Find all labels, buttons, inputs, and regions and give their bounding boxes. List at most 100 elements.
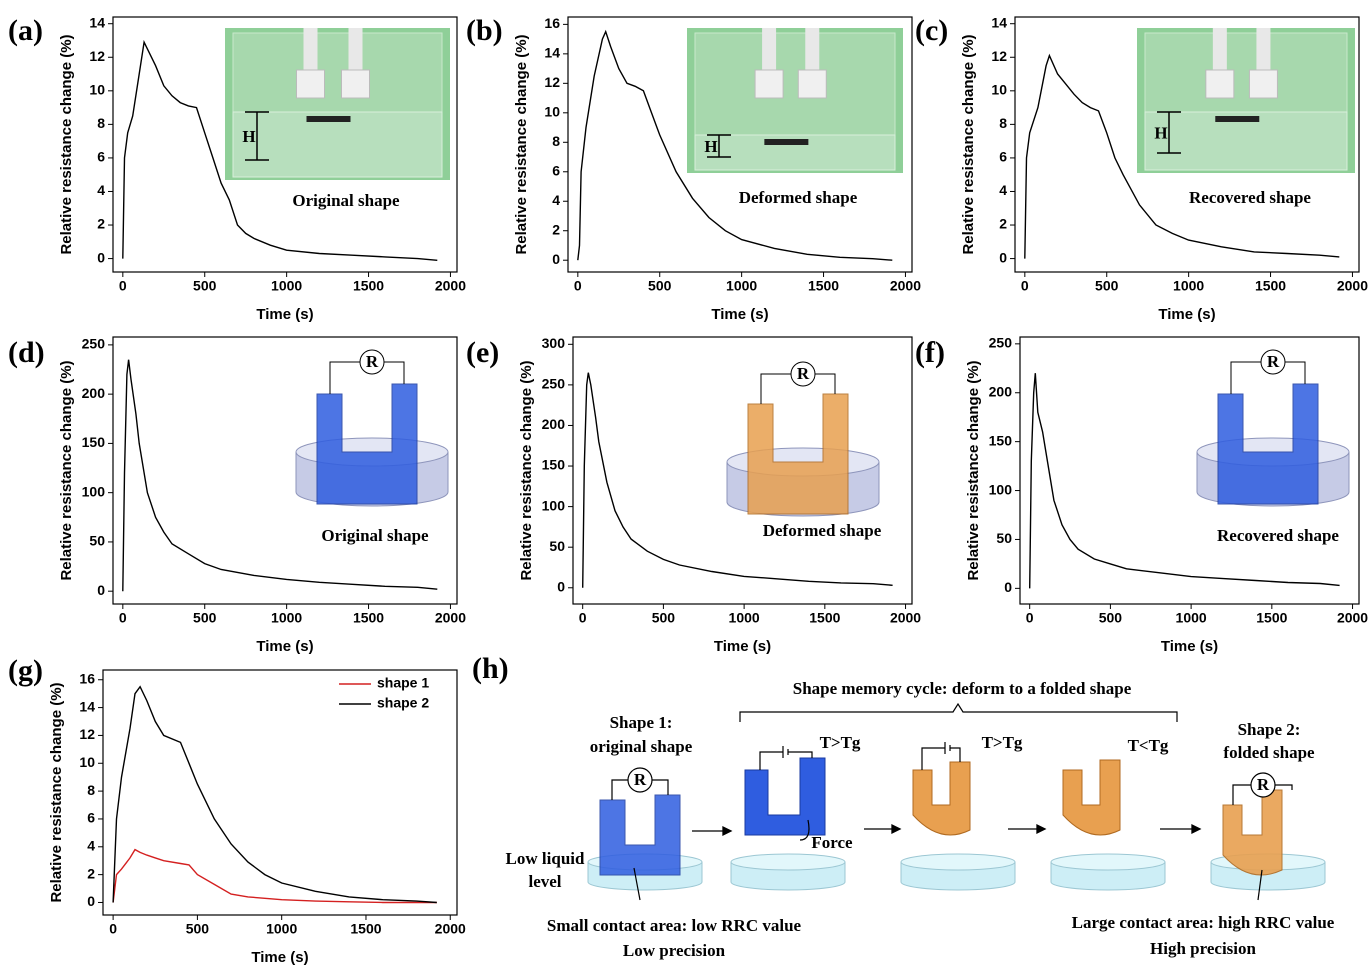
y-tick-label: 6 bbox=[87, 810, 95, 826]
note: Low precision bbox=[623, 941, 726, 960]
x-axis-label: Time (s) bbox=[714, 638, 771, 655]
x-tick-label: 500 bbox=[1099, 610, 1123, 626]
x-tick-label: 1000 bbox=[726, 278, 757, 294]
shape2-label: folded shape bbox=[1223, 743, 1315, 762]
chart-panel: 050010001500200002468101214Time (s)Relat… bbox=[915, 14, 1368, 323]
note: Small contact area: low RRC value bbox=[547, 916, 802, 935]
x-tick-label: 500 bbox=[652, 610, 676, 626]
panel-label: (g) bbox=[8, 654, 43, 687]
y-tick-label: 10 bbox=[544, 104, 560, 120]
shape1-label: original shape bbox=[590, 737, 693, 756]
x-tick-label: 500 bbox=[193, 278, 217, 294]
condition: T>Tg bbox=[820, 733, 861, 752]
y-tick-label: 4 bbox=[552, 192, 560, 208]
y-tick-label: 8 bbox=[97, 115, 105, 131]
x-tick-label: 0 bbox=[1026, 610, 1034, 626]
y-tick-label: 100 bbox=[82, 483, 106, 499]
liquid-label: Low liquid bbox=[506, 849, 585, 868]
y-axis-label: Relative resistance change (%) bbox=[965, 360, 982, 580]
x-tick-label: 2000 bbox=[435, 921, 466, 937]
clamp bbox=[297, 70, 325, 98]
x-axis-label: Time (s) bbox=[1161, 638, 1218, 655]
resistor-label: R bbox=[366, 352, 379, 371]
y-tick-label: 250 bbox=[989, 335, 1013, 351]
y-tick-label: 150 bbox=[542, 457, 566, 473]
clamp bbox=[798, 70, 826, 98]
figure: (h) Shape memory cycle: deform to a fold… bbox=[0, 0, 1372, 967]
note: Large contact area: high RRC value bbox=[1072, 913, 1335, 932]
x-tick-label: 2000 bbox=[435, 278, 466, 294]
x-tick-label: 0 bbox=[119, 610, 127, 626]
y-tick-label: 50 bbox=[996, 530, 1012, 546]
x-tick-label: 0 bbox=[579, 610, 587, 626]
height-label: H bbox=[242, 127, 255, 146]
sensor bbox=[307, 116, 351, 122]
x-tick-label: 2000 bbox=[1337, 278, 1368, 294]
y-tick-label: 12 bbox=[544, 74, 560, 90]
y-tick-label: 100 bbox=[989, 481, 1013, 497]
y-tick-label: 12 bbox=[991, 48, 1007, 64]
legend-label: shape 2 bbox=[377, 695, 429, 711]
y-tick-label: 0 bbox=[97, 582, 105, 598]
legend-label: shape 1 bbox=[377, 675, 429, 691]
resistor-label: R bbox=[1267, 352, 1280, 371]
height-label: H bbox=[704, 137, 717, 156]
clamp bbox=[1206, 70, 1234, 98]
x-tick-label: 1500 bbox=[1255, 278, 1286, 294]
y-tick-label: 300 bbox=[542, 335, 566, 351]
sensor bbox=[764, 139, 808, 145]
y-tick-label: 2 bbox=[999, 216, 1007, 232]
panel-label: (b) bbox=[466, 14, 503, 47]
y-tick-label: 4 bbox=[999, 182, 1007, 198]
x-tick-label: 1000 bbox=[729, 610, 760, 626]
chart-panel: 050010001500200002468101214Time (s)Relat… bbox=[8, 14, 466, 323]
y-tick-label: 16 bbox=[79, 670, 95, 686]
y-tick-label: 100 bbox=[542, 497, 566, 513]
y-tick-label: 200 bbox=[82, 385, 106, 401]
x-tick-label: 2000 bbox=[890, 610, 921, 626]
x-tick-label: 0 bbox=[119, 278, 127, 294]
panel-h: (h) Shape memory cycle: deform to a fold… bbox=[472, 652, 1335, 960]
force-label: Force bbox=[811, 833, 853, 852]
y-tick-label: 200 bbox=[542, 416, 566, 432]
panel-label: (h) bbox=[472, 652, 509, 685]
inset-label: Original shape bbox=[321, 526, 429, 545]
inset-label: Deformed shape bbox=[739, 188, 858, 207]
x-tick-label: 0 bbox=[109, 921, 117, 937]
y-tick-label: 10 bbox=[89, 82, 105, 98]
chart-panel: 0500100015002000050100150200250Time (s)R… bbox=[915, 335, 1368, 655]
y-tick-label: 0 bbox=[97, 249, 105, 265]
panel-label: (a) bbox=[8, 14, 43, 47]
sensor bbox=[1215, 116, 1259, 122]
condition: T>Tg bbox=[982, 733, 1023, 752]
x-tick-label: 1000 bbox=[271, 278, 302, 294]
x-axis-label: Time (s) bbox=[251, 949, 308, 966]
y-tick-label: 0 bbox=[1004, 579, 1012, 595]
y-tick-label: 4 bbox=[87, 837, 95, 853]
y-tick-label: 0 bbox=[999, 249, 1007, 265]
x-tick-label: 2000 bbox=[435, 610, 466, 626]
brace bbox=[740, 704, 1177, 722]
inset-label: Recovered shape bbox=[1217, 526, 1339, 545]
liquid-cylinders bbox=[588, 854, 1325, 890]
x-tick-label: 0 bbox=[574, 278, 582, 294]
note: High precision bbox=[1150, 939, 1256, 958]
resistor: R bbox=[634, 770, 647, 789]
y-tick-label: 14 bbox=[544, 45, 560, 61]
y-tick-label: 250 bbox=[82, 336, 106, 352]
x-tick-label: 500 bbox=[186, 921, 210, 937]
clamp bbox=[755, 70, 783, 98]
y-tick-label: 50 bbox=[549, 538, 565, 554]
y-axis-label: Relative resistance change (%) bbox=[58, 34, 75, 254]
x-tick-label: 1000 bbox=[271, 610, 302, 626]
y-axis-label: Relative resistance change (%) bbox=[513, 34, 530, 254]
panel-label: (d) bbox=[8, 336, 45, 369]
chart-panel: 0500100015002000050100150200250Time (s)R… bbox=[8, 336, 466, 655]
panel-label: (c) bbox=[915, 14, 948, 47]
resistor-label: R bbox=[797, 364, 810, 383]
y-tick-label: 50 bbox=[89, 533, 105, 549]
x-axis-label: Time (s) bbox=[256, 638, 313, 655]
